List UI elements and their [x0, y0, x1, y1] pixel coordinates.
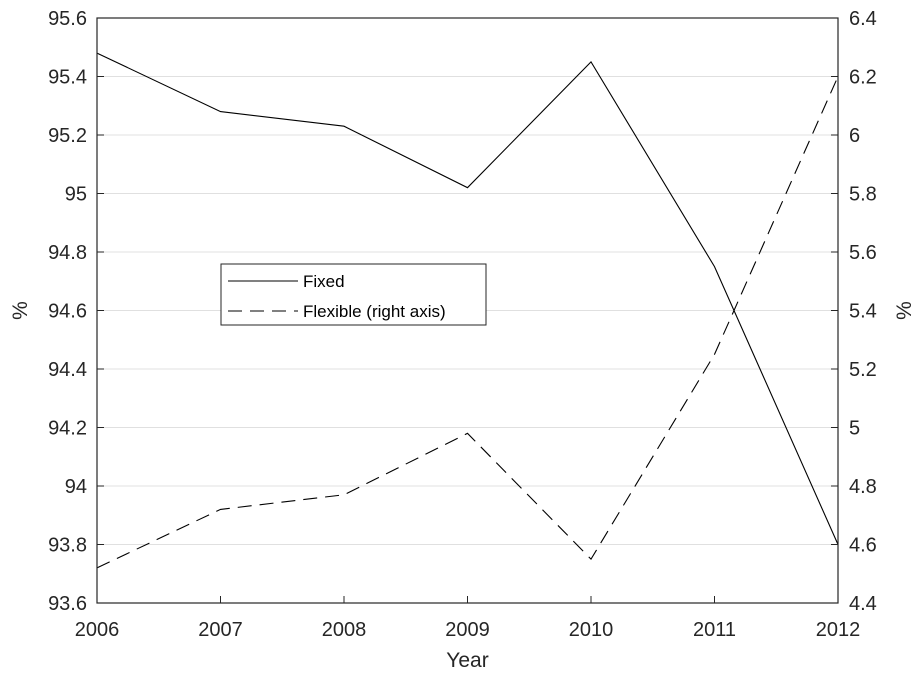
x-tick-label: 2012: [816, 619, 861, 641]
y-left-tick-label: 94: [65, 476, 87, 498]
y-right-tick-label: 6: [849, 125, 860, 147]
y-axis-left-title: %: [9, 301, 32, 320]
y-left-tick-label: 94.6: [48, 301, 87, 323]
y-right-tick-label: 4.4: [849, 593, 877, 615]
x-tick-label: 2007: [198, 619, 243, 641]
y-left-tick-label: 95.4: [48, 67, 87, 89]
y-left-tick-label: 95.2: [48, 125, 87, 147]
legend-label-fixed: Fixed: [303, 272, 345, 291]
y-right-tick-label: 6.2: [849, 67, 877, 89]
series-line-fixed: [96, 52, 839, 545]
legend-label-flexible: Flexible (right axis): [303, 302, 446, 321]
y-right-tick-label: 4.8: [849, 476, 877, 498]
x-tick-label: 2008: [322, 619, 367, 641]
y-right-tick-label: 5: [849, 418, 860, 440]
legend-box: [220, 263, 487, 326]
legend: Fixed Flexible (right axis): [220, 263, 487, 326]
y-left-tick-label: 95: [65, 184, 87, 206]
y-left-tick-label: 95.6: [48, 8, 87, 30]
y-right-tick-label: 4.6: [849, 535, 877, 557]
axis-ticks: 93.6 93.8 94 94.2 94.4 94.6 94.8 95 95.2 95.4 95.6…: [48, 8, 877, 641]
x-tick-label: 2009: [445, 619, 490, 641]
x-tick-label: 2010: [569, 619, 614, 641]
y-left-tick-label: 93.6: [48, 593, 87, 615]
y-right-tick-label: 5.6: [849, 242, 877, 264]
series-lines: [96, 52, 839, 569]
y-right-tick-label: 5.2: [849, 359, 877, 381]
y-left-tick-label: 94.2: [48, 418, 87, 440]
x-axis-title: Year: [446, 649, 488, 672]
y-left-tick-label: 93.8: [48, 535, 87, 557]
y-left-tick-label: 94.4: [48, 359, 87, 381]
y-right-tick-label: 5.4: [849, 301, 877, 323]
series-line-flexible: [96, 76, 839, 569]
y-right-tick-label: 5.8: [849, 184, 877, 206]
x-tick-label: 2011: [693, 619, 736, 641]
x-tick-label: 2006: [75, 619, 120, 641]
y-left-tick-label: 94.8: [48, 242, 87, 264]
y-right-tick-label: 6.4: [849, 8, 877, 30]
y-axis-right-title: %: [893, 301, 916, 320]
